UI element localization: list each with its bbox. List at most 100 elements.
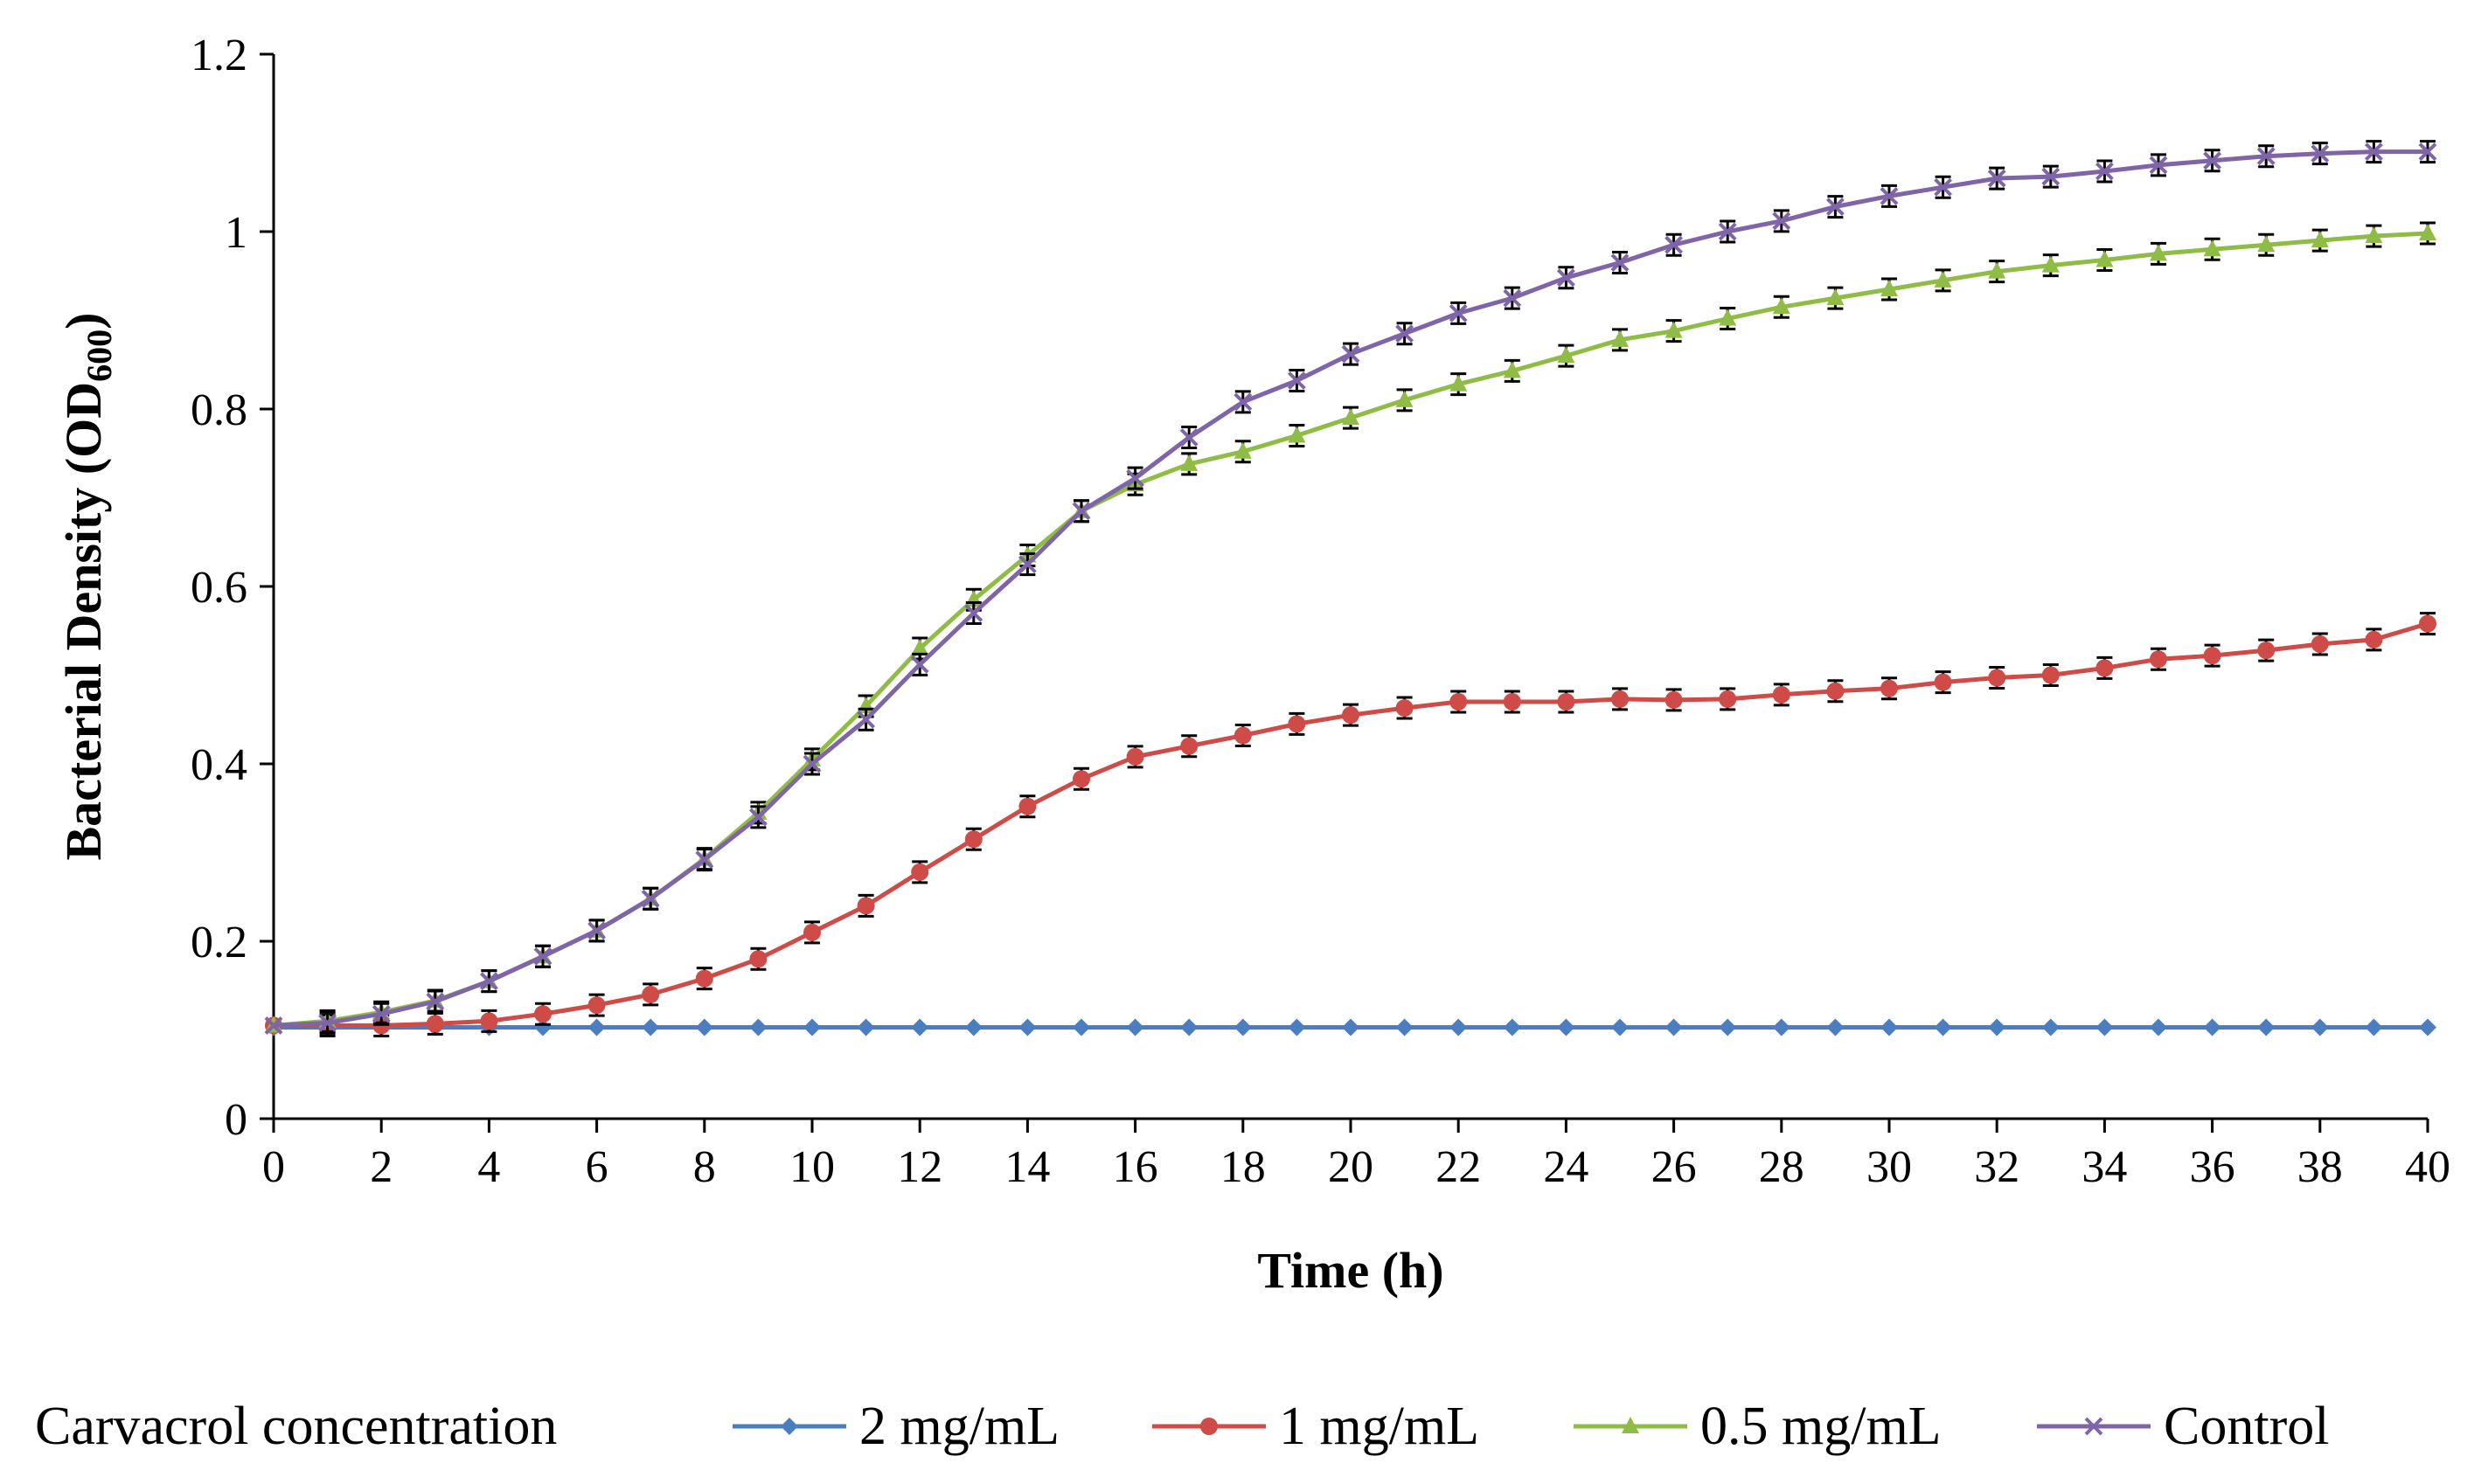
data-point [1288,426,1306,443]
y-ticks: 0 0.2 0.4 0.6 0.8 1 1.2 [191,31,274,1145]
y-tick-label: 0.8 [191,385,247,435]
data-point [2365,1018,2383,1037]
data-point [1880,186,1899,205]
y-axis-title-main: Bacterial Density (OD [55,382,112,861]
data-point [1880,1018,1898,1037]
series-control [264,140,2437,1035]
data-point [1342,706,1359,725]
data-point [642,985,660,1003]
data-point [1395,324,1414,343]
data-point [1180,454,1199,471]
data-point [2257,641,2276,660]
data-point [1826,682,1845,700]
data-point [480,1012,498,1030]
data-point [964,1018,983,1037]
data-point [857,1018,875,1037]
data-point [2095,250,2114,267]
data-point [1988,1018,2006,1037]
x-tick-label: 24 [1543,1142,1588,1192]
x-tick-label: 4 [477,1142,500,1192]
data-point [1449,374,1468,392]
data-point [2203,1018,2221,1037]
data-point [1126,468,1145,488]
data-point [803,1018,821,1037]
data-point [1288,1018,1306,1037]
data-point [1234,392,1253,412]
data-point [2311,144,2330,163]
data-point [2257,1018,2276,1037]
data-point [1503,361,1521,378]
data-point [534,1005,552,1023]
y-tick-label: 0 [225,1095,247,1145]
x-tick-label: 30 [1866,1142,1912,1192]
legend-label: Control [2164,1397,2329,1456]
data-point [426,992,445,1011]
data-point [1719,690,1737,708]
legend-marker [2084,1417,2103,1436]
plot-area: 0 2 4 6 8 10 12 14 16 18 20 22 24 26 28 30 32 34 36 38 40 00… [191,31,2450,1192]
y-tick-label: 0.6 [191,563,247,613]
data-point [2419,1018,2436,1037]
legend: Carvacrol concentration 2 mg/mL 1 mg/mL 0.… [35,1397,2329,1456]
data-point [1556,268,1575,288]
data-point [1772,685,1790,704]
data-point [2311,1018,2329,1037]
data-point [2419,224,2436,241]
data-point [2365,630,2383,648]
data-point [1072,502,1091,521]
data-point [1557,692,1575,711]
legend-marker [1622,1417,1639,1433]
y-axis-title: Bacterial Density (OD600) [55,313,119,861]
data-point [1073,1018,1090,1037]
data-point [1503,288,1522,308]
data-point [695,850,714,870]
data-point [1234,1018,1252,1037]
x-tick-label: 28 [1759,1142,1804,1192]
data-point [1664,690,1683,709]
legend-marker [781,1418,798,1435]
y-tick-label: 0.4 [191,740,247,790]
data-point [534,1018,552,1037]
x-tick-label: 26 [1651,1142,1697,1192]
data-point [2095,1018,2114,1037]
data-point [479,972,498,991]
data-point [2311,635,2329,653]
data-point [1934,1018,1952,1037]
data-point [803,754,822,773]
data-point [1018,1018,1037,1037]
data-point [2256,147,2276,166]
x-tick-label: 12 [897,1142,942,1192]
data-point [1611,690,1629,708]
data-point [1664,235,1684,254]
data-point [2203,151,2222,170]
x-tick-label: 16 [1113,1142,1158,1192]
data-point [2041,255,2060,273]
data-point [1610,253,1630,272]
data-point [695,1018,713,1037]
data-point [1557,1018,1575,1037]
data-point [1718,222,1737,241]
data-point [2419,614,2436,633]
series-2-mg-ml [265,1018,2436,1037]
data-point [748,808,768,827]
data-point [264,1016,283,1035]
data-point [2095,659,2114,677]
data-point [1880,679,1898,697]
data-point [1719,309,1737,326]
data-point [2364,142,2383,162]
x-tick-label: 10 [789,1142,835,1192]
data-point [2150,650,2167,669]
data-point [1772,297,1790,315]
data-point [1826,1018,1845,1037]
data-point [1342,408,1359,426]
data-point [2418,142,2437,162]
data-point [2257,235,2276,253]
x-tick-label: 38 [2297,1142,2343,1192]
data-point [2041,1018,2060,1037]
data-point [1826,288,1845,306]
data-point [1503,692,1521,711]
x-axis-title: Time (h) [1257,1242,1443,1299]
x-ticks: 0 2 4 6 8 10 12 14 16 18 20 22 24 26 28 30 32 34 36 38 40 [262,1119,2450,1192]
y-axis-title-close: ) [55,313,112,329]
